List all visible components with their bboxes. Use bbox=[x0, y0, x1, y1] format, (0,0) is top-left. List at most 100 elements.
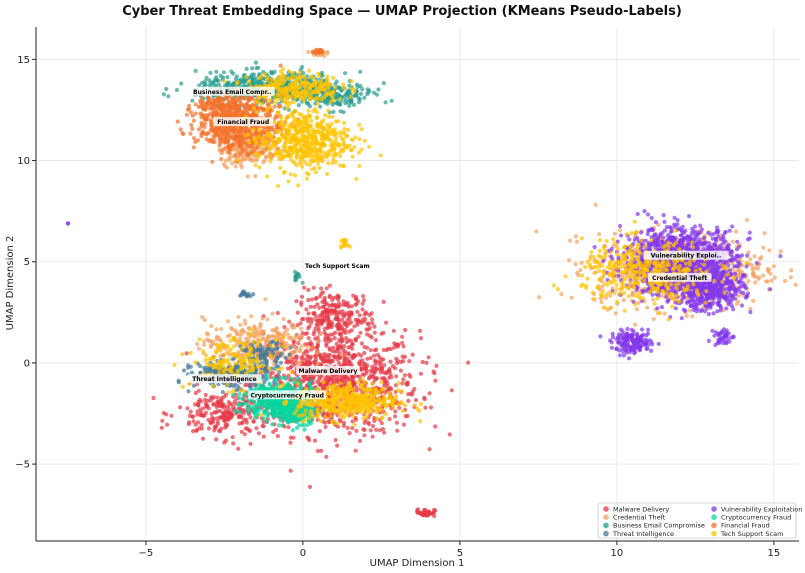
point bbox=[287, 319, 292, 324]
point bbox=[401, 422, 406, 427]
point bbox=[428, 405, 434, 410]
point bbox=[293, 277, 298, 282]
point bbox=[381, 347, 386, 353]
point bbox=[386, 346, 391, 351]
point bbox=[215, 416, 220, 421]
point bbox=[166, 94, 171, 99]
point bbox=[243, 321, 248, 326]
point bbox=[315, 448, 320, 454]
point bbox=[368, 348, 373, 353]
point bbox=[719, 246, 725, 251]
point bbox=[697, 237, 702, 242]
point bbox=[207, 78, 212, 83]
point bbox=[314, 296, 319, 301]
point bbox=[332, 308, 337, 313]
point bbox=[188, 409, 193, 414]
point bbox=[402, 373, 407, 378]
point bbox=[195, 409, 200, 414]
point bbox=[347, 103, 352, 108]
point bbox=[573, 234, 579, 239]
point bbox=[236, 350, 241, 355]
point bbox=[788, 275, 793, 280]
point bbox=[306, 336, 311, 341]
point bbox=[281, 316, 286, 321]
point bbox=[211, 394, 216, 400]
point bbox=[733, 229, 739, 234]
point bbox=[202, 365, 207, 370]
point bbox=[403, 414, 408, 419]
point bbox=[204, 403, 210, 408]
point bbox=[274, 341, 279, 347]
point bbox=[710, 236, 715, 241]
point bbox=[342, 361, 347, 366]
point bbox=[307, 324, 312, 329]
point bbox=[765, 267, 770, 272]
point bbox=[285, 332, 290, 337]
point bbox=[203, 410, 209, 415]
point bbox=[332, 336, 337, 341]
point bbox=[373, 338, 378, 343]
point bbox=[745, 253, 750, 258]
point bbox=[319, 313, 324, 318]
point bbox=[208, 70, 213, 75]
point bbox=[651, 317, 656, 322]
point bbox=[238, 322, 243, 327]
point bbox=[336, 301, 342, 306]
point bbox=[388, 385, 393, 391]
point bbox=[386, 368, 392, 374]
point bbox=[389, 98, 394, 103]
point bbox=[253, 383, 258, 388]
point bbox=[302, 374, 307, 379]
point bbox=[680, 238, 686, 243]
point bbox=[355, 320, 360, 325]
point bbox=[362, 361, 368, 367]
point bbox=[231, 384, 236, 389]
point bbox=[735, 239, 740, 244]
point bbox=[216, 382, 221, 387]
point bbox=[308, 356, 313, 361]
point bbox=[358, 330, 363, 335]
point bbox=[323, 420, 328, 425]
point bbox=[329, 324, 334, 330]
point bbox=[364, 327, 369, 332]
point bbox=[705, 245, 710, 250]
point bbox=[391, 328, 396, 333]
point bbox=[364, 370, 369, 375]
point bbox=[679, 233, 684, 238]
point bbox=[370, 317, 375, 322]
point bbox=[400, 381, 405, 386]
point bbox=[305, 377, 310, 382]
point bbox=[613, 311, 618, 316]
point bbox=[430, 511, 435, 516]
point bbox=[434, 363, 439, 368]
point bbox=[288, 468, 293, 473]
point bbox=[365, 322, 370, 327]
point bbox=[348, 344, 353, 349]
point bbox=[604, 295, 609, 300]
point bbox=[191, 429, 196, 434]
point bbox=[341, 420, 347, 426]
point bbox=[304, 307, 309, 312]
point bbox=[161, 92, 166, 97]
point bbox=[612, 231, 618, 236]
point bbox=[403, 327, 408, 333]
point bbox=[190, 98, 195, 103]
chart-title: Cyber Threat Embedding Space — UMAP Proj… bbox=[122, 4, 682, 19]
point bbox=[315, 361, 320, 366]
point bbox=[309, 320, 314, 325]
point bbox=[338, 331, 343, 336]
point bbox=[618, 233, 624, 238]
point bbox=[320, 290, 325, 295]
point bbox=[593, 202, 598, 207]
point bbox=[772, 275, 777, 280]
point bbox=[353, 448, 358, 453]
point bbox=[349, 338, 354, 343]
point bbox=[659, 293, 664, 298]
point bbox=[271, 429, 276, 435]
point bbox=[351, 382, 356, 387]
point bbox=[239, 329, 244, 334]
point bbox=[362, 350, 367, 356]
point bbox=[387, 417, 392, 422]
point bbox=[639, 230, 644, 235]
point bbox=[196, 402, 201, 408]
